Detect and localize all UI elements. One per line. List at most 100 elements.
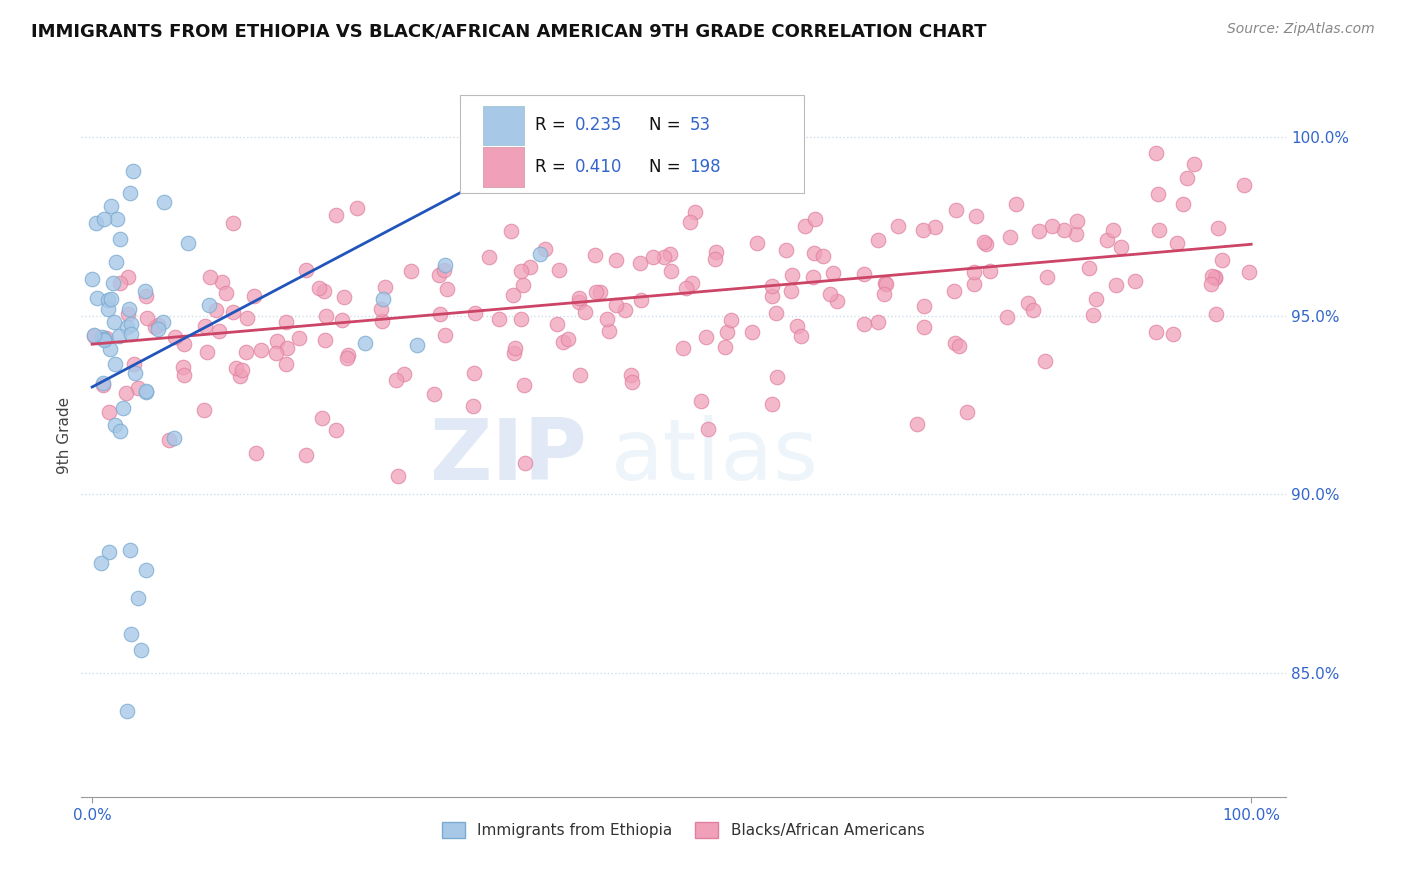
Point <box>741 325 763 339</box>
Point <box>675 281 697 295</box>
Point <box>801 269 824 284</box>
Point <box>104 418 127 433</box>
Point <box>557 332 579 346</box>
Point <box>274 315 297 329</box>
Point <box>956 405 979 419</box>
Point <box>780 284 803 298</box>
Point <box>1017 296 1039 310</box>
Point <box>373 292 395 306</box>
Point <box>1205 307 1227 321</box>
Point <box>505 171 527 186</box>
Point <box>1101 223 1123 237</box>
Point <box>1177 171 1199 186</box>
Text: ZIP: ZIP <box>429 416 586 499</box>
Point <box>1239 265 1261 279</box>
Point <box>1066 214 1088 228</box>
Point <box>193 403 215 417</box>
Text: R =: R = <box>534 158 571 176</box>
Point <box>90 330 112 344</box>
Point <box>135 289 157 303</box>
Point <box>295 448 318 462</box>
Point <box>245 446 267 460</box>
Point <box>825 293 848 308</box>
Point <box>811 249 834 263</box>
Text: Source: ZipAtlas.com: Source: ZipAtlas.com <box>1227 22 1375 37</box>
Point <box>124 366 146 380</box>
Point <box>401 264 423 278</box>
Point <box>1206 220 1229 235</box>
Point <box>503 342 526 356</box>
Point <box>330 313 353 327</box>
Text: 198: 198 <box>689 158 721 176</box>
Point <box>643 250 665 264</box>
Point <box>786 318 808 333</box>
Point <box>436 281 458 295</box>
Point <box>392 367 415 381</box>
Point <box>83 327 105 342</box>
Point <box>551 334 574 349</box>
Point <box>276 341 298 355</box>
Point <box>93 332 115 346</box>
Point <box>197 298 219 312</box>
Point <box>315 309 337 323</box>
Point <box>1111 239 1133 253</box>
Point <box>529 247 551 261</box>
Point <box>433 262 456 277</box>
Point <box>503 346 526 360</box>
Point <box>231 363 253 377</box>
Point <box>911 223 934 237</box>
Legend: Immigrants from Ethiopia, Blacks/African Americans: Immigrants from Ethiopia, Blacks/African… <box>436 816 931 844</box>
Point <box>97 302 120 317</box>
FancyBboxPatch shape <box>460 95 804 193</box>
Point <box>93 333 115 347</box>
Point <box>1201 277 1223 291</box>
Point <box>115 704 138 718</box>
Point <box>873 287 896 301</box>
Point <box>1204 271 1226 285</box>
Point <box>93 212 115 227</box>
Point <box>513 378 536 392</box>
Point <box>502 288 524 302</box>
Point <box>91 376 114 390</box>
Point <box>628 255 651 269</box>
Point <box>995 310 1018 324</box>
Point <box>790 328 813 343</box>
Point <box>519 260 541 274</box>
Point <box>333 290 356 304</box>
Point <box>117 308 139 322</box>
Point <box>152 315 174 329</box>
Point <box>620 368 643 382</box>
Point <box>681 276 703 290</box>
Point <box>905 417 928 432</box>
Point <box>173 336 195 351</box>
Point <box>385 373 408 387</box>
Point <box>912 299 935 313</box>
Point <box>387 469 409 483</box>
Point <box>120 317 142 331</box>
Point <box>852 317 875 331</box>
Point <box>630 293 652 307</box>
Point <box>965 209 987 223</box>
Point <box>488 312 510 326</box>
Point <box>108 425 131 439</box>
Point <box>887 219 910 233</box>
Point <box>120 326 142 341</box>
Point <box>510 312 533 326</box>
Point <box>1105 278 1128 293</box>
Point <box>794 219 817 233</box>
Point <box>704 245 727 260</box>
Point <box>1028 224 1050 238</box>
Point <box>963 265 986 279</box>
Point <box>685 205 707 219</box>
Point <box>1095 233 1118 247</box>
Point <box>704 252 727 266</box>
Point <box>434 258 457 272</box>
Point <box>1033 354 1056 368</box>
Point <box>546 317 568 331</box>
Point <box>100 199 122 213</box>
Point <box>478 250 501 264</box>
Point <box>620 375 643 389</box>
Point <box>108 328 131 343</box>
Point <box>371 314 394 328</box>
Point <box>172 359 194 374</box>
